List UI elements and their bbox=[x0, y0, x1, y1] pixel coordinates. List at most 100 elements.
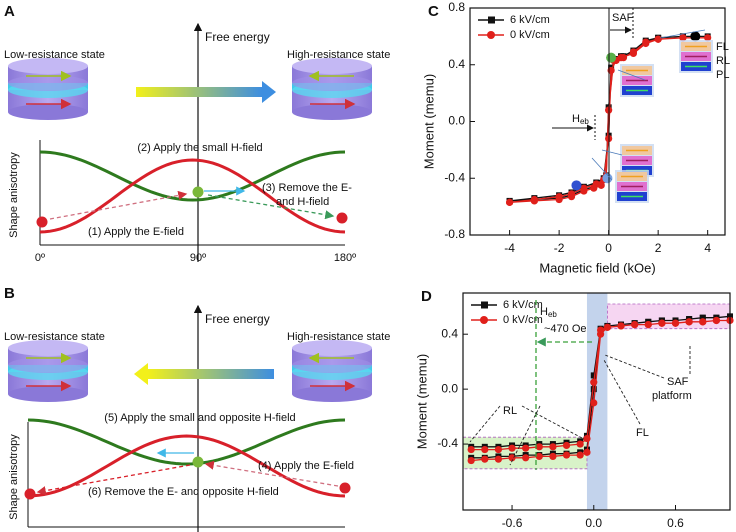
legend-label: 6 kV/cm bbox=[510, 14, 550, 26]
marker bbox=[597, 181, 605, 189]
process-arrow bbox=[148, 369, 274, 379]
saf-label: SAF bbox=[612, 12, 634, 24]
heb-label: Heb bbox=[572, 113, 589, 126]
x-tick-label: -4 bbox=[504, 241, 515, 255]
icon-leader bbox=[601, 149, 623, 156]
highlight-point bbox=[606, 52, 617, 63]
heb-main: H bbox=[572, 113, 580, 125]
state-dot bbox=[192, 186, 204, 198]
x-tick-label: -0.6 bbox=[502, 516, 523, 530]
marker bbox=[508, 444, 516, 452]
legend-label: 0 kV/cm bbox=[503, 314, 543, 326]
legend-marker bbox=[480, 316, 488, 324]
left-state: Low-resistance state bbox=[4, 331, 105, 343]
panel-label: B bbox=[4, 285, 15, 302]
state-dot bbox=[339, 482, 351, 494]
legend-marker bbox=[488, 16, 495, 24]
marker bbox=[535, 452, 543, 461]
marker bbox=[467, 445, 475, 454]
layer-icon bbox=[620, 64, 654, 97]
top-layer-edge bbox=[292, 75, 372, 91]
heb-sub: eb bbox=[580, 117, 589, 126]
marker bbox=[596, 326, 605, 334]
marker bbox=[629, 49, 637, 58]
heb-sub: eb bbox=[548, 310, 557, 319]
energy-axis-label: Free energy bbox=[205, 312, 270, 326]
top-face bbox=[292, 58, 372, 74]
legend-marker bbox=[481, 301, 488, 309]
marker bbox=[583, 448, 591, 456]
device-stack bbox=[8, 58, 88, 120]
shaded-region bbox=[606, 303, 731, 330]
device-stack bbox=[292, 58, 372, 120]
transition-arrow bbox=[36, 464, 191, 496]
marker bbox=[658, 319, 666, 327]
device-stack bbox=[8, 340, 88, 402]
y-tick-label: 0.0 bbox=[441, 381, 458, 395]
x-tick-label: 0.6 bbox=[667, 516, 684, 530]
marker bbox=[555, 195, 563, 204]
legend-marker bbox=[487, 31, 495, 39]
step-label: and H-field bbox=[276, 196, 329, 208]
y-tick-label: -0.4 bbox=[437, 436, 458, 450]
x-axis-label: Magnetic field (kOe) bbox=[539, 260, 655, 275]
leader-line bbox=[603, 359, 641, 425]
y-tick-label: 0.8 bbox=[448, 0, 465, 14]
bottom-layer-base bbox=[292, 386, 372, 402]
shift-label: ~470 Oe bbox=[544, 323, 587, 335]
icon-leader bbox=[659, 29, 706, 39]
panel-label: C bbox=[428, 3, 439, 20]
shape-anisotropy-curve bbox=[27, 418, 346, 466]
panel-label: D bbox=[421, 288, 432, 305]
pl-label: PL bbox=[716, 69, 729, 81]
marker bbox=[530, 197, 538, 205]
layer-icon bbox=[679, 40, 713, 73]
marker bbox=[679, 34, 687, 42]
highlight-point bbox=[690, 31, 701, 42]
top-face bbox=[8, 58, 88, 74]
bottom-layer-base bbox=[8, 104, 88, 120]
marker bbox=[549, 443, 557, 451]
marker bbox=[642, 39, 650, 48]
energy-axis-label: Free energy bbox=[205, 30, 270, 44]
state-dot bbox=[24, 488, 36, 500]
top-face bbox=[292, 340, 372, 356]
angle-tick: 0º bbox=[35, 252, 45, 264]
y-tick-label: 0.0 bbox=[448, 114, 465, 128]
leader-line bbox=[604, 354, 665, 379]
right-state: High-resistance state bbox=[287, 49, 390, 61]
process-arrow-tip bbox=[134, 363, 148, 385]
marker bbox=[590, 372, 597, 379]
y-axis-label: Moment (memu) bbox=[421, 74, 436, 169]
x-tick-label: -2 bbox=[554, 241, 565, 255]
marker bbox=[576, 451, 584, 459]
icon-leader bbox=[591, 157, 613, 181]
step-label: (5) Apply the small and opposite H-field bbox=[104, 412, 295, 424]
angle-tick: 180º bbox=[334, 252, 356, 264]
bottom-layer-base bbox=[292, 104, 372, 120]
x-tick-label: 2 bbox=[655, 241, 662, 255]
legend-label: 6 kV/cm bbox=[503, 299, 543, 311]
transition-arrow bbox=[204, 460, 339, 487]
shape-anisotropy-curve bbox=[39, 150, 346, 202]
x-tick-label: 4 bbox=[704, 241, 711, 255]
step-label: (6) Remove the E- and opposite H-field bbox=[88, 486, 279, 498]
marker bbox=[631, 320, 639, 329]
marker bbox=[704, 34, 712, 42]
marker bbox=[467, 456, 475, 465]
state-dot bbox=[192, 456, 204, 468]
y-tick-label: -0.4 bbox=[444, 170, 465, 184]
angle-tick: 90º bbox=[190, 252, 206, 264]
marker bbox=[562, 451, 571, 459]
device-stack bbox=[292, 340, 372, 402]
transition-arrow bbox=[207, 194, 335, 220]
step-label: (2) Apply the small H-field bbox=[137, 142, 262, 154]
vertical-label: Shape anisotropy bbox=[8, 152, 20, 238]
y-tick-label: 0.4 bbox=[441, 326, 458, 340]
marker bbox=[567, 193, 576, 201]
marker bbox=[590, 184, 598, 192]
marker bbox=[603, 323, 611, 331]
highlight-point bbox=[571, 180, 582, 191]
marker bbox=[617, 54, 625, 62]
